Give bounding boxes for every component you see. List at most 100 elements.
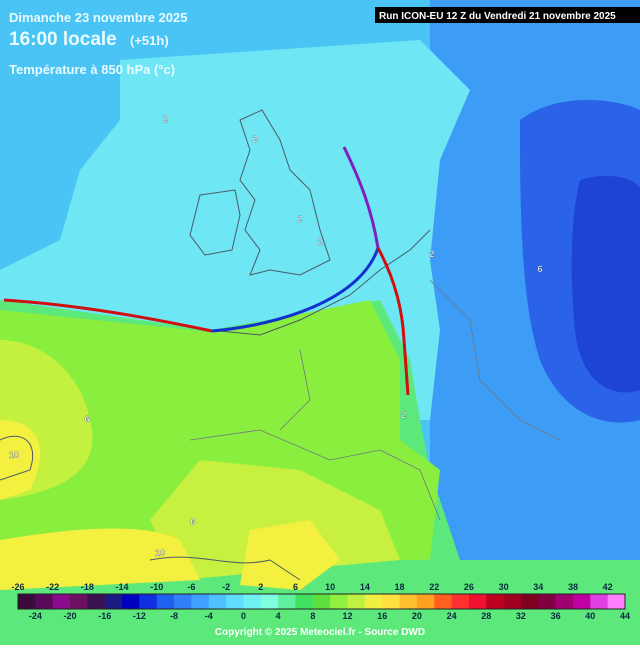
colorbar-cell <box>555 594 574 609</box>
colorbar-cell <box>364 594 383 609</box>
zone-yellow-green-2 <box>150 460 400 580</box>
colorbar-cell <box>243 594 262 609</box>
colorbar-cell <box>156 594 175 609</box>
colorbar-cell <box>295 594 314 609</box>
colorbar-cell <box>382 594 400 609</box>
forecast-time: 16:00 locale <box>9 29 117 50</box>
colorbar-label: -18 <box>81 582 94 592</box>
colorbar-cell <box>538 594 556 609</box>
colorbar-label: 12 <box>343 611 353 621</box>
colorbar-cell <box>330 594 348 609</box>
colorbar-cell <box>139 594 158 609</box>
colorbar-cell <box>35 594 53 609</box>
colorbar-label: -24 <box>29 611 42 621</box>
zone-yellow <box>0 420 40 500</box>
colorbar-cell <box>18 594 36 609</box>
front-cold <box>211 247 380 333</box>
colorbar-cell <box>572 594 591 609</box>
colorbar-label: 42 <box>603 582 613 592</box>
colorbar-cell <box>191 594 210 609</box>
colorbar-label: 32 <box>516 611 526 621</box>
front-warm <box>3 298 213 333</box>
coastline-gb <box>239 109 331 276</box>
colorbar-cell <box>104 594 123 609</box>
colorbar: -26 -22 -18 -14 -10 -6 -2 2 6 10 14 18 22 26 30 34 38 42-… <box>11 582 630 621</box>
contour-label: 10 <box>9 450 19 460</box>
coastline-south <box>149 556 301 581</box>
colorbar-cell <box>503 594 522 609</box>
colorbar-cell <box>122 594 140 609</box>
colorbar-label: -14 <box>116 582 129 592</box>
colorbar-cell <box>347 594 366 609</box>
colorbar-label: 30 <box>499 582 509 592</box>
colorbar-label: 34 <box>533 582 543 592</box>
colorbar-label: 24 <box>447 611 457 621</box>
coastline-fr <box>209 229 431 336</box>
copyright: Copyright © 2025 Meteociel.fr - Source D… <box>215 627 425 638</box>
colorbar-cell <box>434 594 452 609</box>
colorbar-cell <box>208 594 227 609</box>
coastline-west <box>0 435 34 481</box>
contour-label: 2 <box>429 249 434 259</box>
contour-label: 2 <box>162 114 167 124</box>
colorbar-cell <box>226 594 244 609</box>
colorbar-label: 2 <box>258 582 263 592</box>
colorbar-label: 10 <box>325 582 335 592</box>
border-line <box>189 429 441 521</box>
colorbar-cell <box>486 594 504 609</box>
forecast-lead: (+51h) <box>130 33 169 48</box>
colorbar-label: 36 <box>551 611 561 621</box>
colorbar-label: 6 <box>293 582 298 592</box>
colorbar-cell <box>451 594 470 609</box>
contour-label: 2 <box>317 237 322 247</box>
colorbar-cell <box>590 594 608 609</box>
contour-label: 2 <box>252 134 257 144</box>
colorbar-cell <box>520 594 539 609</box>
colorbar-label: 4 <box>276 611 281 621</box>
colorbar-frame <box>17 593 626 610</box>
colorbar-label: -6 <box>187 582 195 592</box>
border-line <box>279 349 311 431</box>
zone-yellow-2 <box>0 528 200 590</box>
colorbar-cell <box>468 594 487 609</box>
run-banner <box>375 7 640 23</box>
colorbar-label: -8 <box>170 611 178 621</box>
colorbar-label: 20 <box>412 611 422 621</box>
colorbar-cell <box>278 594 296 609</box>
colorbar-label: -22 <box>46 582 59 592</box>
contour-label: 6 <box>537 264 542 274</box>
contour-label: 10 <box>155 548 165 558</box>
colorbar-cell <box>174 594 192 609</box>
colorbar-label: 0 <box>241 611 246 621</box>
colorbar-cell <box>260 594 279 609</box>
colorbar-cell <box>87 594 106 609</box>
contour-label: 6 <box>84 414 89 424</box>
colorbar-label: 40 <box>585 611 595 621</box>
colorbar-label: 8 <box>310 611 315 621</box>
colorbar-label: -20 <box>64 611 77 621</box>
colorbar-label: 22 <box>429 582 439 592</box>
run-info: Run ICON-EU 12 Z du Vendredi 21 novembre… <box>379 11 616 22</box>
parameter-title: Température à 850 hPa (°c) <box>9 62 175 77</box>
colorbar-label: 26 <box>464 582 474 592</box>
colorbar-label: -2 <box>222 582 230 592</box>
contour-label: 2 <box>401 410 406 420</box>
colorbar-cell <box>416 594 435 609</box>
front-warm <box>376 247 410 396</box>
forecast-date: Dimanche 23 novembre 2025 <box>9 10 187 25</box>
zone-yellow-3 <box>240 520 340 590</box>
colorbar-label: -26 <box>11 582 24 592</box>
colorbar-label: -16 <box>98 611 111 621</box>
contour-label: 6 <box>190 517 195 527</box>
coastline-ie <box>189 189 241 256</box>
contour-labels: 2 2 2 2 2 6 2 6 10 6 10 <box>9 114 543 558</box>
front-occluded <box>342 146 380 249</box>
colorbar-label: 18 <box>395 582 405 592</box>
colorbar-cell <box>607 594 626 609</box>
colorbar-label: -4 <box>205 611 213 621</box>
zone-darker-blue <box>571 175 640 393</box>
colorbar-cell <box>52 594 71 609</box>
colorbar-label: 44 <box>620 611 630 621</box>
colorbar-cell <box>399 594 418 609</box>
contour-label: 2 <box>297 214 302 224</box>
